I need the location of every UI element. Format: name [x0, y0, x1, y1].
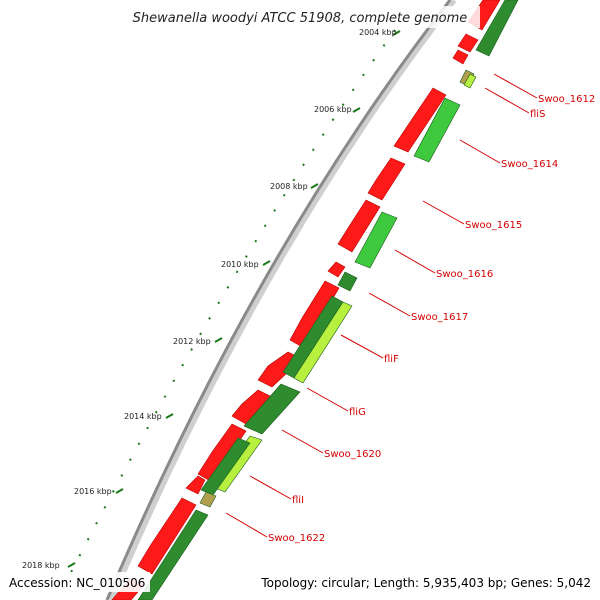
genome-summary-text: Topology: circular; Length: 5,935,403 bp… — [260, 576, 591, 590]
gene-label-swoo-1620[interactable]: Swoo_1620 — [324, 449, 381, 460]
gene-label-swoo-1616[interactable]: Swoo_1616 — [436, 269, 493, 280]
forward-strand-genes — [111, 0, 501, 600]
footer-backdrop-right — [256, 572, 596, 592]
gene-label-flii[interactable]: fliI — [292, 495, 304, 506]
gene-label-flis[interactable]: fliS — [530, 109, 545, 120]
gene-label-swoo-1612[interactable]: Swoo_1612 — [538, 94, 595, 105]
gene-label-swoo-1615[interactable]: Swoo_1615 — [465, 220, 522, 231]
accession-text: Accession: NC_010506 — [9, 576, 145, 590]
ruler-ticks — [67, 30, 401, 568]
gene-label-swoo-1614[interactable]: Swoo_1614 — [501, 159, 558, 170]
reverse-strand-genes — [137, 0, 519, 600]
ruler-label-2004: 2004 kbp — [359, 28, 397, 37]
ruler-label-2016: 2016 kbp — [74, 487, 112, 496]
ruler-label-2010: 2010 kbp — [221, 260, 259, 269]
gene-label-flif[interactable]: fliF — [384, 354, 399, 365]
footer-backdrop-left — [4, 572, 150, 592]
gene-label-flig[interactable]: fliG — [349, 407, 366, 418]
title-backdrop — [118, 6, 480, 28]
backbone-outer — [108, 0, 457, 600]
gene-label-swoo-1622[interactable]: Swoo_1622 — [268, 533, 325, 544]
ruler-label-2008: 2008 kbp — [270, 182, 308, 191]
ruler-label-2014: 2014 kbp — [124, 412, 162, 421]
ruler-label-2012: 2012 kbp — [173, 337, 211, 346]
leader-lines — [225, 73, 538, 538]
backbone-inner — [105, 0, 452, 600]
ruler-label-2006: 2006 kbp — [314, 105, 352, 114]
gene-label-swoo-1617[interactable]: Swoo_1617 — [411, 312, 468, 323]
ruler-label-2018: 2018 kbp — [22, 561, 60, 570]
map-title: Shewanella woodyi ATCC 51908, complete g… — [133, 11, 468, 26]
